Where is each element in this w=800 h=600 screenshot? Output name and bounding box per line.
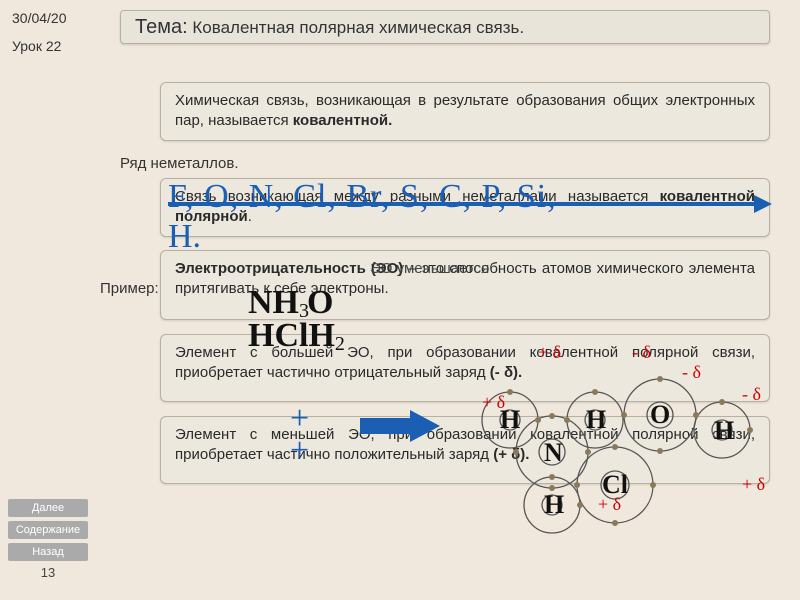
atom-o: O (650, 400, 670, 430)
nonmetals-label: Ряд неметаллов. (120, 155, 239, 172)
formula-h2-sub: 2 (335, 333, 345, 355)
title-prefix: Тема: (135, 16, 188, 38)
atom-h2: H (586, 405, 606, 435)
back-button[interactable]: Назад (8, 543, 88, 561)
def3-bold: Электроотрицательность (ЭО) (175, 260, 403, 277)
contents-button[interactable]: Содержание (8, 521, 88, 539)
title-bar: Тема: Ковалентная полярная химическая св… (120, 10, 770, 44)
delta-plus-4: + δ (598, 494, 621, 515)
formula-h2o-o: O (307, 284, 333, 321)
def1-bold: ковалентной. (293, 112, 393, 129)
definition-covalent: Химическая связь, возникающая в результа… (160, 82, 770, 141)
formula-nh3: NH (248, 284, 299, 321)
atom-n: N (544, 438, 563, 468)
def1-text: Химическая связь, возникающая в результа… (175, 92, 755, 129)
plus-symbols: + + (290, 400, 309, 470)
reaction-arrow (360, 410, 440, 455)
atom-h4: H (544, 490, 564, 520)
example-label: Пример: (100, 280, 159, 297)
eo-decrease-label: ЭО уменьшается (370, 260, 489, 277)
atom-h3: H (714, 416, 734, 446)
formula-h2: H (308, 317, 334, 354)
delta-plus-2: + δ (482, 392, 505, 413)
delta-minus-2: - δ (682, 362, 701, 383)
formula-block: NH3O HClH2 (248, 284, 345, 356)
next-button[interactable]: Далее (8, 499, 88, 517)
page-number: 13 (8, 565, 88, 580)
formula-hcl: HCl (248, 317, 308, 354)
delta-minus-1: - δ (632, 342, 651, 363)
delta-plus-3: + δ (742, 474, 765, 495)
date-label: 30/04/20 (12, 10, 67, 26)
nav-buttons: Далее Содержание Назад 13 (8, 499, 88, 580)
delta-plus-1: + δ (538, 342, 561, 363)
element-series: F, O, N, Cl, Br, S, C, P, Si, (168, 178, 557, 216)
element-series-h: H. (168, 218, 201, 256)
title-text: Ковалентная полярная химическая связь. (192, 18, 524, 37)
delta-minus-3: - δ (742, 384, 761, 405)
lesson-label: Урок 22 (12, 38, 61, 54)
